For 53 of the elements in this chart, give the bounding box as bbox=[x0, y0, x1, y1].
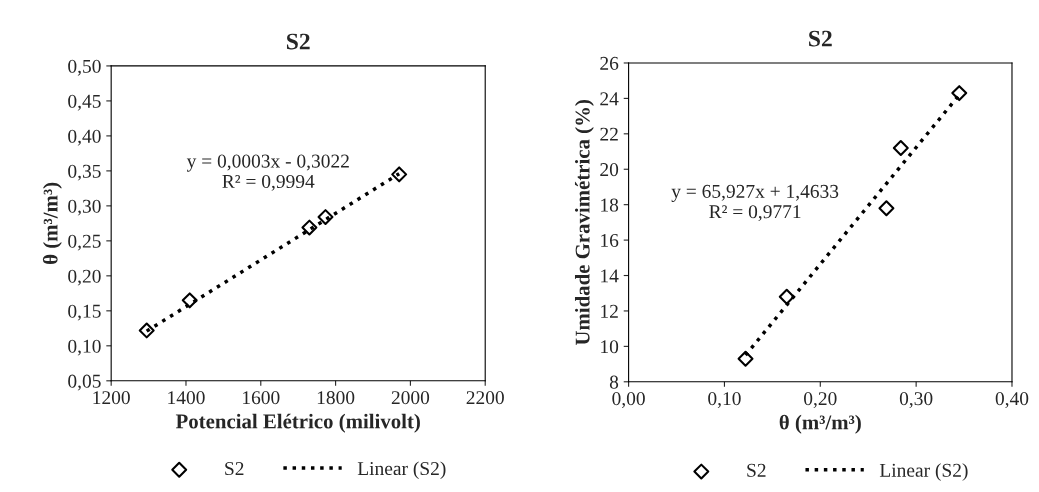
y-tick-label: 14 bbox=[601, 269, 619, 283]
y-tick-label: 26 bbox=[600, 56, 619, 70]
y-tick-label: 0,35 bbox=[68, 164, 101, 181]
y-tick-label: 16 bbox=[601, 233, 619, 248]
y-tick-label: 0,10 bbox=[68, 339, 101, 356]
point bbox=[317, 209, 334, 226]
x-tick-label: 1800 bbox=[317, 391, 355, 405]
legend-label: S2 bbox=[225, 462, 244, 476]
x-tick-label: 1600 bbox=[243, 391, 280, 405]
y-tick-label: 18 bbox=[601, 198, 619, 212]
point bbox=[391, 166, 408, 183]
annotation: y = 0,0003x - 0,3022 R² = 0,9994 bbox=[186, 154, 349, 191]
point bbox=[878, 200, 895, 217]
y-tick-label: 24 bbox=[600, 92, 619, 106]
x-axis-title: θ (m³/m³) bbox=[779, 414, 861, 434]
legend-label: S2 bbox=[747, 463, 766, 477]
point bbox=[892, 140, 909, 156]
y-tick-label: 12 bbox=[601, 304, 618, 318]
point bbox=[138, 322, 155, 339]
y-axis-title: θ (m³/m³) bbox=[42, 182, 62, 264]
x-tick-label: 2000 bbox=[391, 391, 430, 405]
y-tick-label: 10 bbox=[601, 340, 619, 354]
y-axis-title: Umidade Gravimétrica (%) bbox=[574, 100, 594, 346]
x-tick-label: 0,00 bbox=[612, 392, 645, 408]
y-tick-label: 0,45 bbox=[68, 94, 101, 111]
x-tick-label: 1200 bbox=[93, 391, 130, 405]
y-tick-label: 0,25 bbox=[68, 234, 101, 251]
y-tick-label: 0,50 bbox=[68, 59, 101, 76]
x-tick-label: 2200 bbox=[466, 391, 504, 405]
x-tick-label: 0,10 bbox=[708, 392, 741, 408]
y-tick-label: 0,15 bbox=[68, 304, 101, 321]
chart-title: S2 bbox=[809, 30, 832, 47]
x-tick-label: 1400 bbox=[168, 391, 205, 405]
y-tick-label: 0,30 bbox=[68, 199, 101, 216]
point bbox=[951, 85, 968, 102]
y-tick-label: 22 bbox=[600, 127, 618, 141]
legend-label: Linear (S2) bbox=[879, 463, 968, 481]
point bbox=[301, 219, 318, 236]
point bbox=[737, 350, 754, 367]
y-tick-label: 8 bbox=[609, 375, 619, 389]
legend-label: Linear (S2) bbox=[357, 461, 446, 480]
y-tick-label: 0,20 bbox=[68, 269, 101, 286]
y-tick-label: 0,40 bbox=[68, 129, 101, 146]
x-tick-label: 0,40 bbox=[995, 392, 1029, 408]
x-axis-title: Potencial Elétrico (milivolt) bbox=[175, 413, 420, 433]
annotation: y = 65,927x + 1,4633 R² = 0,9771 bbox=[671, 184, 839, 222]
x-tick-label: 0,20 bbox=[804, 392, 837, 408]
point bbox=[181, 292, 198, 309]
chart-title: S2 bbox=[286, 33, 310, 50]
y-tick-label: 20 bbox=[600, 163, 619, 177]
y-tick-label: 0,05 bbox=[68, 374, 101, 391]
point bbox=[778, 288, 795, 305]
x-tick-label: 0,30 bbox=[899, 392, 933, 408]
